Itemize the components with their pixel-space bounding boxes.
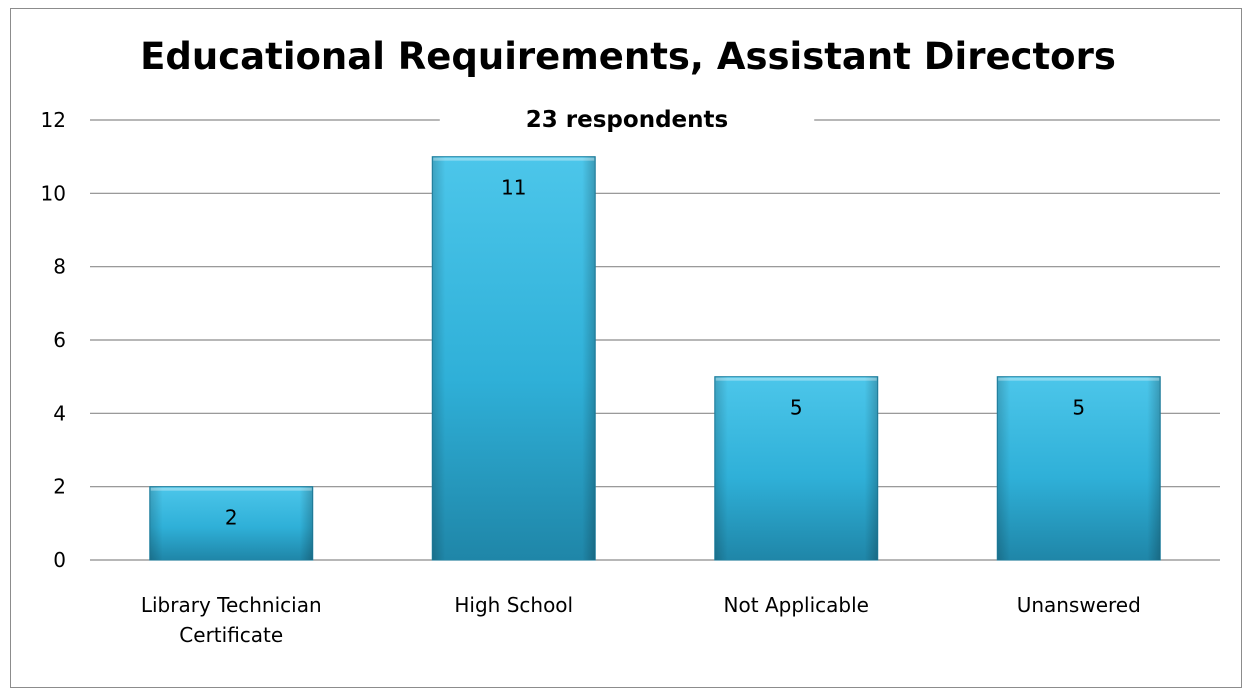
x-category-label-1: High School bbox=[454, 593, 573, 617]
bar-shade-2 bbox=[714, 376, 878, 560]
bar-3 bbox=[996, 376, 1161, 561]
bar-highlight-1 bbox=[433, 157, 595, 161]
bar-1 bbox=[431, 156, 596, 561]
bar-shade-3 bbox=[997, 376, 1161, 560]
x-category-line-0-0: Library Technician bbox=[141, 593, 322, 617]
data-labels: 2 11 5 5 bbox=[225, 176, 1085, 530]
data-label-2: 5 bbox=[790, 396, 803, 420]
data-label-1: 11 bbox=[501, 176, 526, 200]
x-category-line-0-1: Certificate bbox=[179, 623, 283, 647]
x-category-line-2-0: Not Applicable bbox=[724, 593, 869, 617]
bar-highlight-2 bbox=[715, 377, 877, 381]
chart-title: Educational Requirements, Assistant Dire… bbox=[140, 35, 1116, 78]
x-category-label-3: Unanswered bbox=[1017, 593, 1141, 617]
bars bbox=[149, 156, 1161, 561]
chart-subtitle: 23 respondents bbox=[526, 107, 728, 133]
x-category-label-2: Not Applicable bbox=[724, 593, 869, 617]
x-axis-categories: Library Technician Certificate High School… bbox=[141, 593, 1141, 647]
bar-highlight-3 bbox=[998, 377, 1160, 381]
y-tick-label-3: 6 bbox=[53, 328, 66, 352]
y-tick-label-0: 0 bbox=[53, 548, 66, 572]
bar-highlight-0 bbox=[150, 487, 312, 491]
data-label-0: 2 bbox=[225, 506, 238, 530]
bar-shade-0 bbox=[149, 486, 313, 560]
y-tick-label-5: 10 bbox=[41, 181, 66, 205]
y-tick-label-1: 2 bbox=[53, 475, 66, 499]
subtitle-background bbox=[439, 105, 815, 135]
y-axis-ticks: 0 2 4 6 8 10 12 bbox=[41, 108, 66, 572]
bar-shade-1 bbox=[432, 156, 596, 560]
x-category-label-0: Library Technician Certificate bbox=[141, 593, 322, 647]
bar-2 bbox=[714, 376, 879, 561]
bar-0 bbox=[149, 486, 314, 561]
y-tick-label-4: 8 bbox=[53, 255, 66, 279]
x-category-line-1-0: High School bbox=[454, 593, 573, 617]
x-category-line-3-0: Unanswered bbox=[1017, 593, 1141, 617]
data-label-3: 5 bbox=[1072, 396, 1085, 420]
y-tick-label-2: 4 bbox=[53, 401, 66, 425]
y-tick-label-6: 12 bbox=[41, 108, 66, 132]
